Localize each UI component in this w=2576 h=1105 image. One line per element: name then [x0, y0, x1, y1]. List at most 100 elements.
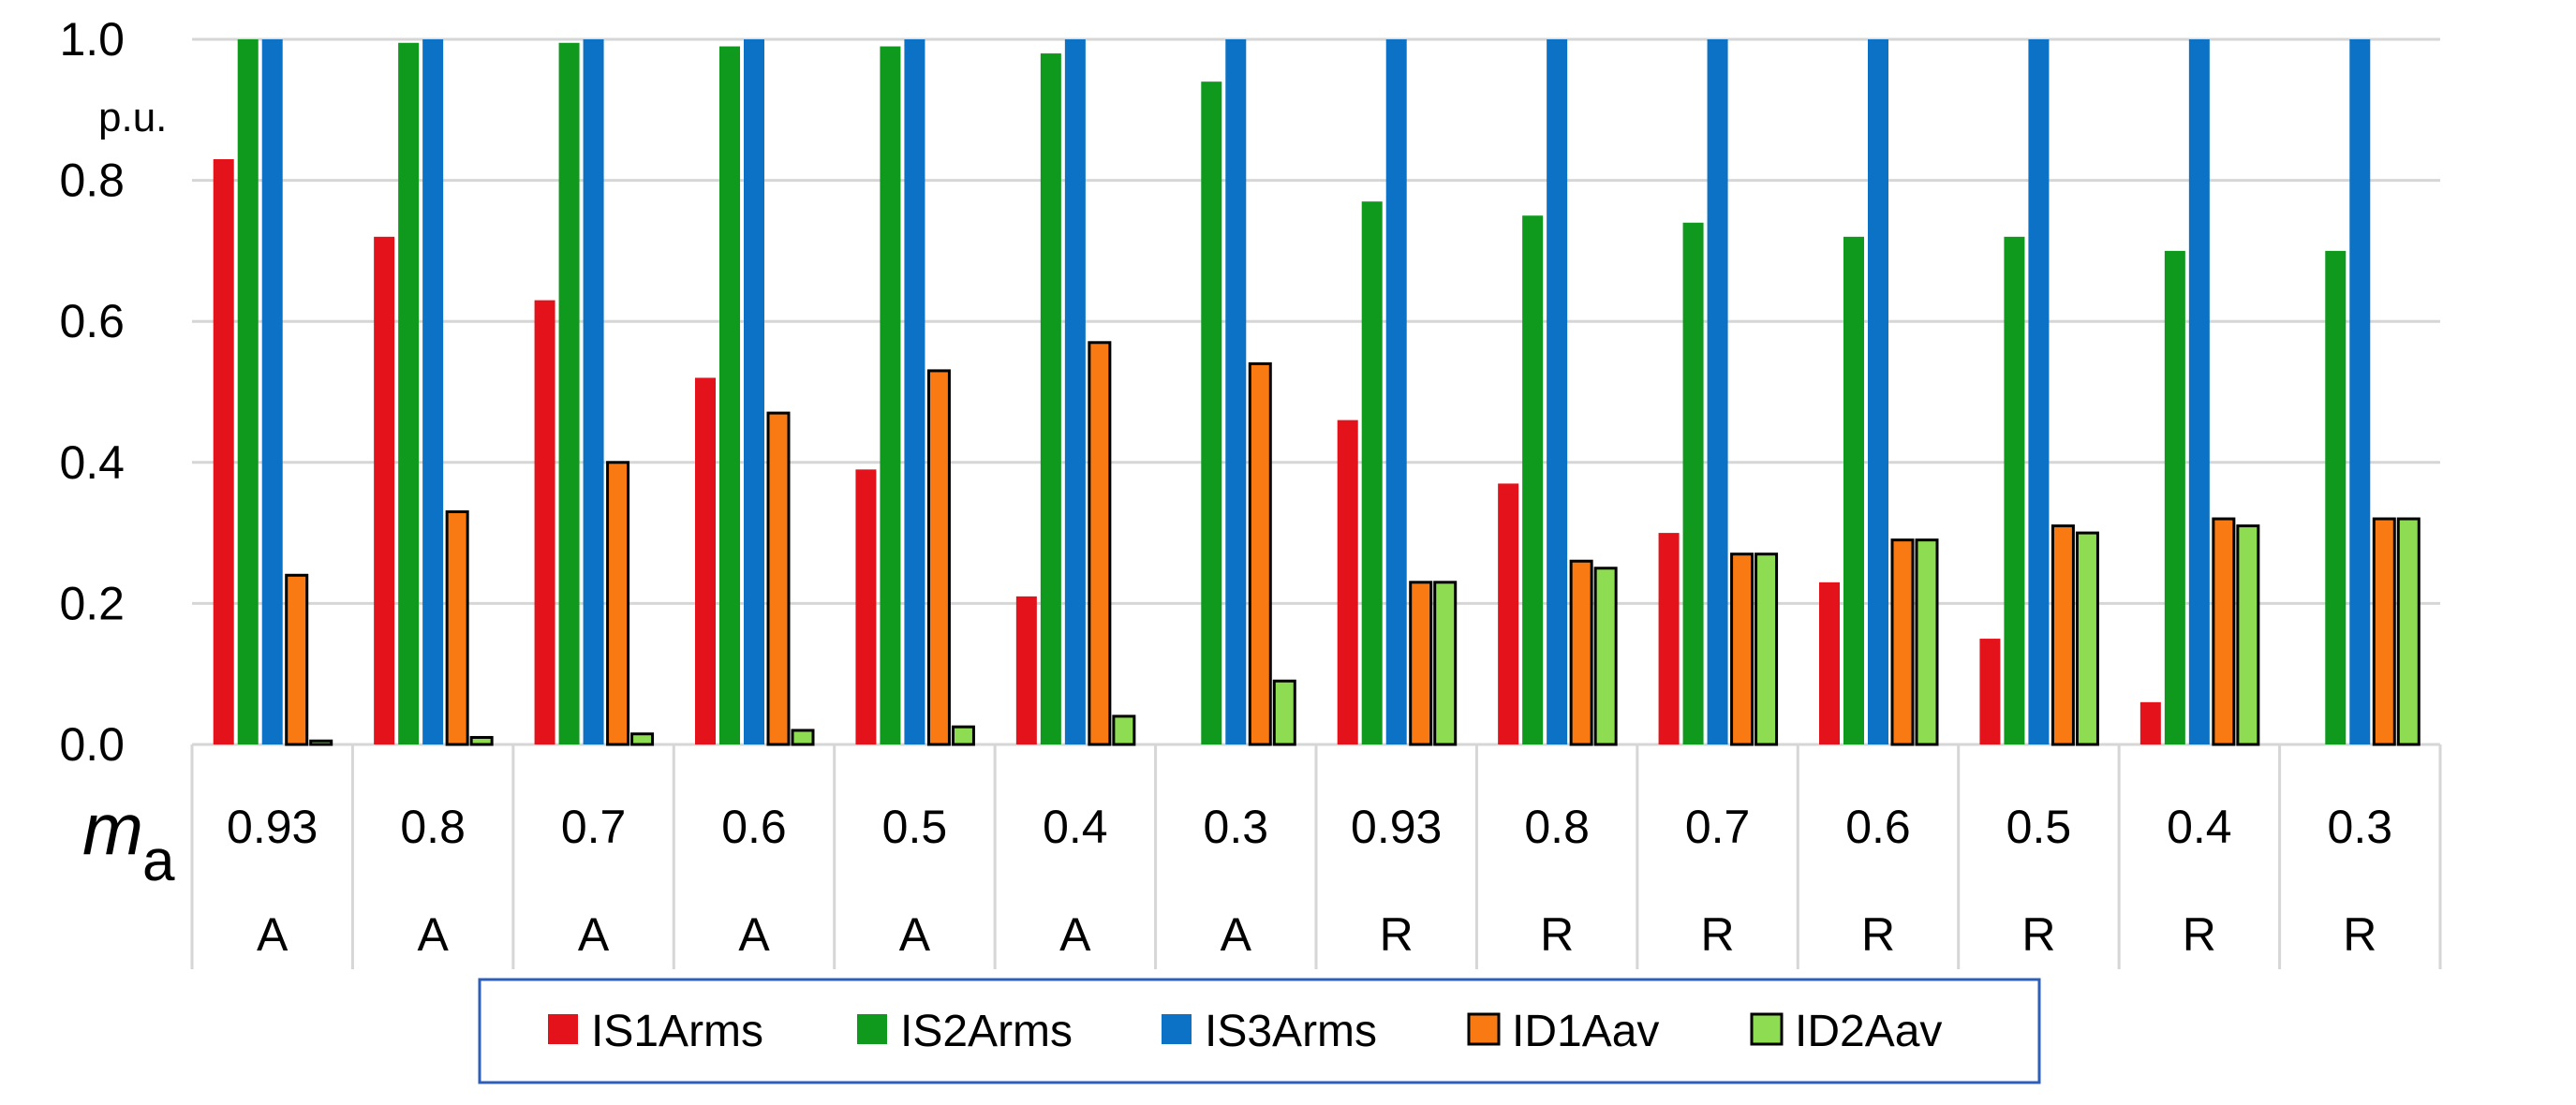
bar-IS1Arms-3 [695, 377, 716, 744]
x-group-label: A [257, 908, 289, 961]
bar-IS1Arms-2 [534, 300, 555, 744]
bar-IS3Arms-7 [1385, 39, 1407, 744]
bar-IS1Arms-5 [1015, 596, 1037, 744]
x-group-label: R [2183, 908, 2216, 961]
x-group-label: R [1380, 908, 1414, 961]
bar-IS3Arms-8 [1547, 39, 1568, 744]
bar-ID1Aav-12 [2212, 517, 2236, 746]
bar-IS3Arms-6 [1225, 39, 1247, 744]
bar-ID1Aav-3 [766, 411, 791, 746]
bar-IS1Arms-12 [2139, 701, 2161, 744]
bar-ID1Aav-10 [1890, 538, 1915, 746]
x-group-label: R [2021, 908, 2055, 961]
legend-label-IS2Arms: IS2Arms [900, 1007, 1073, 1056]
y-tick-label: 0.6 [59, 295, 125, 347]
bar-ID1Aav-5 [1088, 341, 1112, 746]
bar-IS2Arms-7 [1361, 201, 1383, 744]
bar-IS1Arms-7 [1337, 420, 1358, 744]
bar-IS3Arms-9 [1707, 39, 1728, 744]
x-axis-name-subscript: a [142, 829, 175, 893]
y-axis-unit: p.u. [98, 95, 167, 140]
bar-ID1Aav-7 [1409, 581, 1433, 746]
bars [213, 39, 2421, 746]
x-category-label: 0.4 [1043, 801, 1108, 853]
legend-swatch-ID1Aav [1467, 1012, 1501, 1046]
x-category-label: 0.5 [882, 801, 948, 853]
bar-IS1Arms-0 [213, 159, 234, 744]
x-category-label: 0.6 [721, 801, 787, 853]
y-tick-label: 0.8 [59, 155, 125, 207]
x-category-label: 0.93 [1351, 801, 1442, 853]
x-category-label: 0.93 [227, 801, 318, 853]
legend-label-IS1Arms: IS1Arms [591, 1007, 763, 1056]
x-axis-name-main: m [82, 788, 143, 870]
y-tick-label: 0.4 [59, 436, 125, 489]
x-group-label: A [1059, 908, 1091, 961]
bar-ID1Aav-9 [1730, 552, 1754, 746]
bar-IS3Arms-13 [2349, 39, 2371, 744]
bar-IS3Arms-3 [744, 39, 764, 744]
bar-ID2Aav-2 [630, 732, 655, 746]
bar-ID2Aav-5 [1112, 715, 1136, 746]
bar-ID1Aav-4 [926, 369, 951, 746]
bar-ID2Aav-13 [2396, 517, 2421, 746]
bar-IS3Arms-12 [2188, 39, 2210, 744]
bar-ID2Aav-6 [1272, 679, 1296, 746]
x-category-label: 0.4 [2167, 801, 2232, 853]
bar-IS1Arms-10 [1819, 582, 1840, 744]
legend-swatch-ID2Aav [1750, 1012, 1784, 1046]
bar-IS2Arms-6 [1201, 81, 1222, 745]
bar-IS2Arms-1 [398, 42, 420, 744]
bar-ID2Aav-12 [2236, 524, 2260, 746]
bar-ID2Aav-10 [1915, 538, 1939, 746]
gridlines [192, 37, 2440, 746]
y-tick-label: 0.2 [59, 577, 125, 629]
bar-ID1Aav-2 [606, 461, 630, 746]
bar-IS1Arms-11 [1979, 639, 2001, 744]
x-group-label: R [1540, 908, 1574, 961]
y-tick-label: 1.0 [59, 13, 125, 66]
bar-IS2Arms-11 [2004, 236, 2025, 745]
bar-ID2Aav-11 [2075, 531, 2099, 746]
bar-IS3Arms-10 [1868, 39, 1888, 744]
legend-label-ID2Aav: ID2Aav [1795, 1007, 1942, 1056]
bar-ID2Aav-8 [1593, 567, 1618, 746]
x-category-label: 0.3 [1204, 801, 1269, 853]
bar-IS3Arms-1 [422, 39, 444, 744]
x-category-label: 0.8 [400, 801, 466, 853]
bar-IS1Arms-4 [855, 469, 877, 744]
x-category-label: 0.5 [2006, 801, 2072, 853]
bar-ID1Aav-8 [1569, 559, 1593, 746]
bar-IS2Arms-10 [1843, 236, 1864, 745]
bar-IS2Arms-8 [1522, 215, 1544, 744]
bar-IS2Arms-5 [1040, 53, 1061, 745]
x-category-label: 0.3 [2328, 801, 2393, 853]
x-group-label: R [2343, 908, 2376, 961]
bar-IS3Arms-0 [261, 39, 283, 744]
legend-swatch-IS2Arms [857, 1014, 887, 1044]
bar-IS2Arms-2 [558, 42, 580, 744]
y-tick-label: 0.0 [59, 718, 125, 771]
x-group-label: A [578, 908, 610, 961]
bar-ID1Aav-6 [1248, 361, 1272, 746]
x-group-label: A [417, 908, 449, 961]
bar-ID2Aav-9 [1754, 552, 1779, 746]
legend: IS1Arms IS2Arms IS3Arms ID1Aav ID2Aav [478, 978, 2041, 1084]
bar-ID2Aav-1 [469, 735, 494, 746]
x-group-label: A [899, 908, 931, 961]
bar-IS1Arms-9 [1658, 533, 1680, 744]
x-axis-name: m a [82, 788, 175, 893]
bar-ID2Aav-3 [791, 729, 815, 746]
y-axis-ticks: 0.0 0.2 0.4 0.6 0.8 1.0 [59, 13, 125, 771]
category-table: 0.93 A 0.8 A 0.7 A 0.6 A 0.5 A 0.4 A 0.3 A 0.93 R 0.8 R 0.… [190, 744, 2442, 969]
legend-label-ID1Aav: ID1Aav [1512, 1007, 1659, 1056]
bar-IS2Arms-12 [2164, 250, 2185, 744]
bar-ID2Aav-0 [309, 739, 333, 746]
x-group-label: A [738, 908, 770, 961]
bar-IS2Arms-0 [237, 39, 259, 744]
bar-ID1Aav-0 [285, 573, 309, 746]
bar-ID1Aav-11 [2050, 524, 2075, 746]
x-group-label: R [1861, 908, 1895, 961]
x-category-label: 0.8 [1524, 801, 1590, 853]
